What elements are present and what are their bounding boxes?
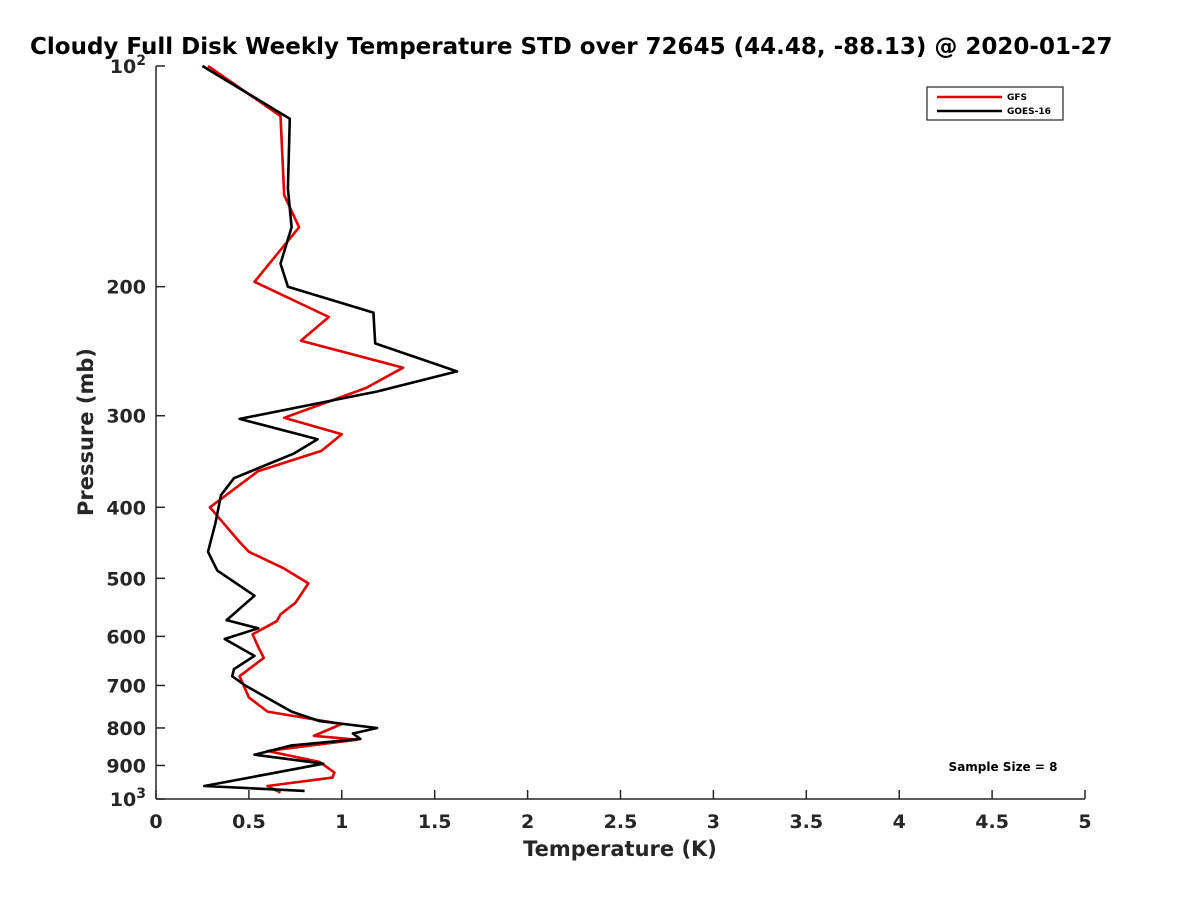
y-tick-label: 600 bbox=[106, 626, 146, 648]
y-tick-power-base: 10 bbox=[110, 56, 136, 78]
x-tick-label: 4 bbox=[893, 811, 906, 833]
x-tick-label: 0.5 bbox=[232, 811, 266, 833]
x-tick-label: 1.5 bbox=[418, 811, 452, 833]
y-axis-label: Pressure (mb) bbox=[74, 348, 98, 516]
x-tick-label: 0 bbox=[149, 811, 162, 833]
y-tick-label: 900 bbox=[106, 755, 146, 777]
legend: GFS GOES-16 bbox=[926, 86, 1064, 121]
legend-label: GOES-16 bbox=[1007, 107, 1051, 117]
y-tick-label: 700 bbox=[106, 675, 146, 697]
series-line-goes-16 bbox=[201, 64, 459, 793]
x-tick-label: 5 bbox=[1078, 811, 1091, 833]
x-axis-ticks: 0 0.5 1 1.5 2 2.5 3 3.5 4 4.5 5 bbox=[149, 790, 1092, 833]
x-axis-label: Temperature (K) bbox=[523, 837, 717, 861]
y-tick-label: 500 bbox=[106, 568, 146, 590]
y-tick-label: 200 bbox=[106, 277, 146, 299]
y-tick-label: 300 bbox=[106, 406, 146, 428]
x-tick-label: 2 bbox=[521, 811, 534, 833]
series-line-gfs bbox=[207, 64, 405, 794]
sample-size-annotation: Sample Size = 8 bbox=[949, 760, 1058, 774]
chart-title: Cloudy Full Disk Weekly Temperature STD … bbox=[30, 34, 1113, 60]
x-tick-label: 1 bbox=[335, 811, 348, 833]
y-tick-label: 800 bbox=[106, 718, 146, 740]
legend-box bbox=[926, 86, 1064, 121]
y-tick-label-power: 103 bbox=[110, 786, 146, 811]
x-tick-label: 4.5 bbox=[975, 811, 1009, 833]
y-tick-label-power: 102 bbox=[110, 53, 146, 78]
series-lines bbox=[201, 64, 459, 794]
y-tick-power-base: 10 bbox=[110, 789, 136, 811]
y-tick-label: 400 bbox=[106, 497, 146, 519]
y-tick-power-exponent: 3 bbox=[136, 786, 146, 802]
x-tick-label: 3.5 bbox=[789, 811, 823, 833]
x-tick-label: 3 bbox=[707, 811, 720, 833]
y-tick-power-exponent: 2 bbox=[136, 53, 146, 69]
legend-label: GFS bbox=[1007, 93, 1027, 103]
x-tick-label: 2.5 bbox=[604, 811, 638, 833]
